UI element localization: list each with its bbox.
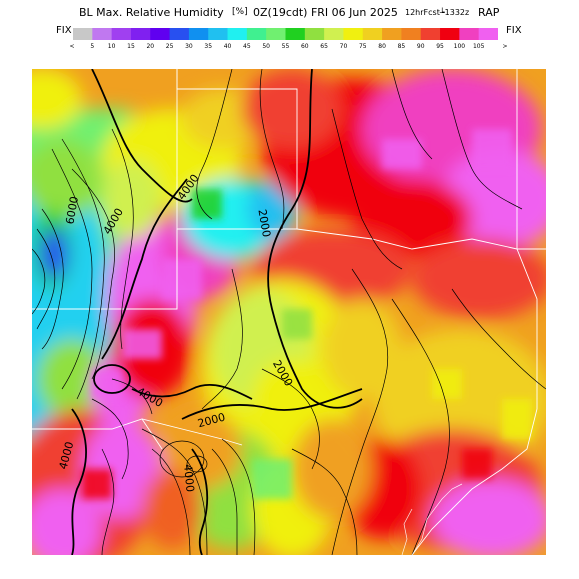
colorbar-swatch xyxy=(478,28,498,40)
coastline xyxy=(401,483,463,555)
colorbar-swatch xyxy=(285,28,306,40)
colorbar-tick-label: 35 xyxy=(204,43,213,50)
colorbar-tick-label: 65 xyxy=(320,43,328,50)
colorbar-swatch xyxy=(208,28,229,40)
color-scale-bar xyxy=(73,28,498,40)
colorbar-fix-left: FIX xyxy=(56,25,72,36)
colorbar-tick-label: 90 xyxy=(416,43,425,50)
colorbar-swatch xyxy=(111,28,132,40)
colorbar-tick-label: 100 xyxy=(453,43,466,50)
contour-label-4000-south: 4000 xyxy=(181,464,196,493)
colorbar-tick-label: 60 xyxy=(300,43,309,50)
colorbar-swatch xyxy=(188,28,209,40)
colorbar-swatch xyxy=(362,28,383,40)
colorbar-tick-label: 40 xyxy=(223,43,232,50)
colorbar-swatch xyxy=(246,28,267,40)
tick-less-than: < xyxy=(69,43,75,50)
colorbar-swatch xyxy=(130,28,151,40)
colorbar-swatch xyxy=(343,28,364,40)
humidity-detail xyxy=(82,129,532,499)
colorbar-tick-label: 55 xyxy=(281,43,290,50)
height-contours xyxy=(32,69,546,555)
colorbar-swatch xyxy=(459,28,480,40)
colorbar-tick-label: 80 xyxy=(378,43,386,50)
colorbar-swatch xyxy=(324,28,344,40)
colorbar-swatch xyxy=(382,28,402,40)
colorbar-tick-label: 75 xyxy=(358,43,367,50)
colorbar-swatch xyxy=(304,28,325,40)
colorbar-swatch xyxy=(169,28,190,40)
colorbar-swatch xyxy=(420,28,441,40)
colorbar-tick-label: 25 xyxy=(165,43,174,50)
colorbar-fix-right: FIX xyxy=(506,25,522,36)
contour-label-6000: 6000 xyxy=(63,195,81,225)
tick-greater-than: > xyxy=(502,43,508,50)
colorbar-tick-label: 45 xyxy=(243,43,251,50)
colorbar-tick-label: 85 xyxy=(397,43,406,50)
title-units: [%] xyxy=(232,7,248,17)
state-borders xyxy=(32,69,546,555)
colorbar-tick-label: 5 xyxy=(90,43,95,50)
colorbar-tick-label: 50 xyxy=(262,43,270,50)
colorbar-swatch xyxy=(92,28,113,40)
colorbar-swatch xyxy=(227,28,248,40)
colorbar-swatch xyxy=(73,28,93,40)
colorbar-tick-label: 95 xyxy=(436,43,444,50)
title-parameter: BL Max. Relative Humidity xyxy=(79,6,224,19)
colorbar-tick-label: 105 xyxy=(472,43,485,50)
colorbar-swatch xyxy=(150,28,171,40)
colorbar-tick-label: 70 xyxy=(339,43,348,50)
color-scale-ticks: < > 5 10 15 20 25 30 35 40 45 50 55 60 65 70 75 80 85 90 9… xyxy=(60,43,520,53)
map-title: BL Max. Relative Humidity [%] 0Z(19cdt) … xyxy=(0,6,579,22)
colorbar-swatch xyxy=(401,28,422,40)
title-model: RAP xyxy=(478,6,500,19)
colorbar-swatch xyxy=(266,28,286,40)
contour-label-2000-north: 2000 xyxy=(255,208,273,238)
colorbar-tick-label: 15 xyxy=(127,43,135,50)
humidity-map: 4000 6000 4000 2000 2000 2000 4000 4000 … xyxy=(32,69,546,555)
colorbar-swatch xyxy=(440,28,460,40)
colorbar-tick-label: 10 xyxy=(107,43,116,50)
title-valid-time: 0Z(19cdt) FRI 06 Jun 2025 xyxy=(253,6,398,19)
colorbar-tick-label: 20 xyxy=(146,43,155,50)
title-forecast-info: 12hrFcst┶1332z xyxy=(405,8,470,17)
colorbar-tick-label: 30 xyxy=(185,43,193,50)
